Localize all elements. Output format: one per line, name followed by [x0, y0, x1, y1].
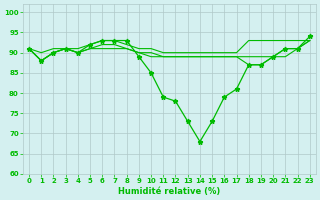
X-axis label: Humidité relative (%): Humidité relative (%)	[118, 187, 220, 196]
